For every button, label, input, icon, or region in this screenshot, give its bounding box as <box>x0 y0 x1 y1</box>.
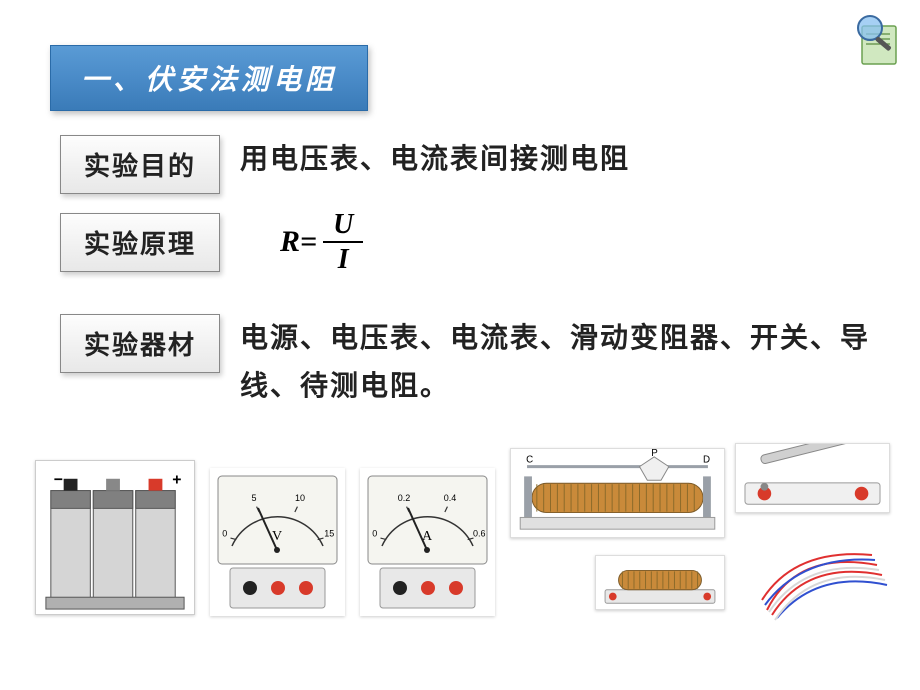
switch-illustration <box>735 443 890 513</box>
formula-lhs: R= <box>280 225 317 259</box>
rheo-p: P <box>651 449 658 459</box>
voltmeter-illustration: 051015 V <box>210 468 345 616</box>
row-purpose: 实验目的 用电压表、电流表间接测电阻 <box>60 135 630 194</box>
svg-text:5: 5 <box>252 493 257 503</box>
svg-text:0.6: 0.6 <box>473 529 486 539</box>
formula-r-equals-u-over-i: R= U I <box>280 210 363 275</box>
text-equipment: 电源、电压表、电流表、滑动变阻器、开关、导线、待测电阻。 <box>240 314 880 409</box>
svg-text:15: 15 <box>324 529 334 539</box>
wires-illustration <box>747 540 897 630</box>
rheo-d: D <box>703 455 710 466</box>
section-title-badge: 一、伏安法测电阻 <box>50 45 368 111</box>
rheo-c: C <box>526 455 533 466</box>
label-principle: 实验原理 <box>60 213 220 272</box>
label-equipment: 实验器材 <box>60 314 220 373</box>
formula-numerator: U <box>323 210 363 243</box>
row-principle: 实验原理 R= U I <box>60 210 363 275</box>
svg-text:0.4: 0.4 <box>444 493 457 503</box>
svg-text:0: 0 <box>222 529 227 539</box>
svg-text:0: 0 <box>372 529 377 539</box>
battery-pos-label: + <box>172 472 181 489</box>
battery-neg-label: − <box>54 472 63 489</box>
rheostat-illustration: C D P A B <box>510 448 725 538</box>
equipment-illustrations: − + 051015 V <box>35 440 895 670</box>
magnifier-page-icon <box>848 8 908 68</box>
section-title-text: 一、伏安法测电阻 <box>81 64 337 95</box>
row-equipment: 实验器材 电源、电压表、电流表、滑动变阻器、开关、导线、待测电阻。 <box>60 314 880 409</box>
battery-illustration: − + <box>35 460 195 615</box>
resistor-illustration <box>595 555 725 610</box>
formula-fraction: U I <box>323 210 363 275</box>
ammeter-illustration: 00.20.40.6 A <box>360 468 495 616</box>
svg-text:10: 10 <box>295 493 305 503</box>
svg-text:0.2: 0.2 <box>398 493 411 503</box>
text-purpose: 用电压表、电流表间接测电阻 <box>240 135 630 183</box>
formula-denominator: I <box>328 243 359 274</box>
label-purpose: 实验目的 <box>60 135 220 194</box>
